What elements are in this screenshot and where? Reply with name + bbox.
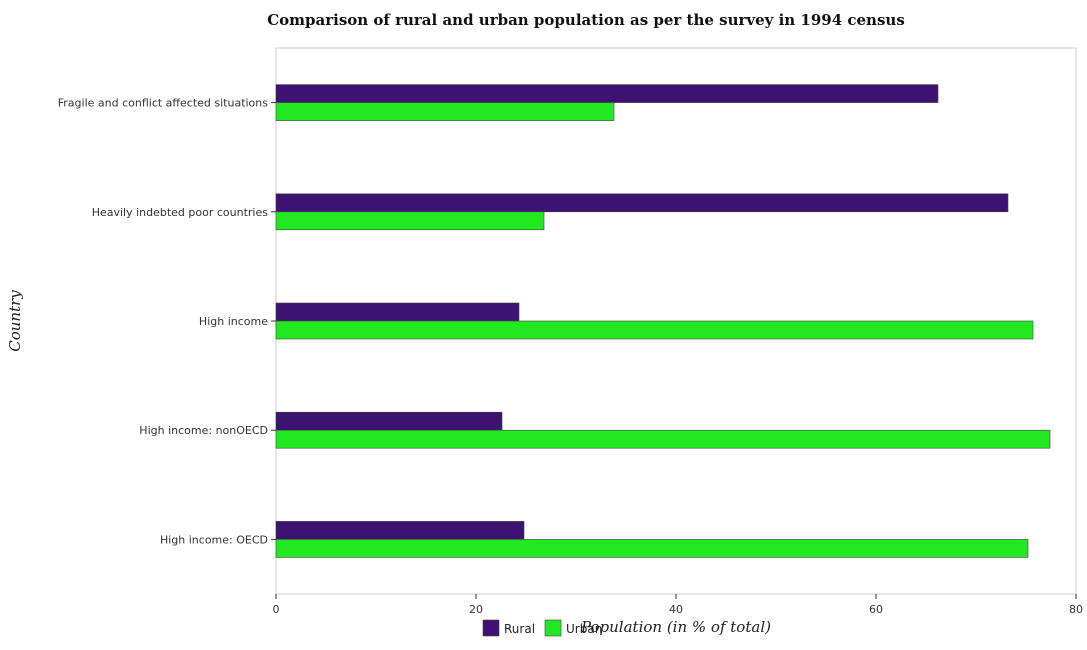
legend-swatch-urban — [544, 619, 562, 637]
bar-rural — [275, 411, 503, 431]
y-tick-label: Heavily indebted poor countries — [92, 206, 269, 219]
plot-area — [275, 47, 1077, 595]
bar-urban — [275, 211, 545, 231]
y-tick-label: High income: OECD — [160, 533, 268, 546]
x-tick-label: 40 — [669, 603, 683, 616]
bar-rural — [275, 193, 1009, 213]
bar-urban — [275, 539, 1029, 558]
legend-swatch-rural — [482, 619, 500, 637]
legend-label-urban: Urban — [566, 622, 602, 636]
x-axis-label: Population (in % of total) — [580, 618, 771, 636]
x-tick-label: 80 — [1069, 603, 1083, 616]
y-axis-label: Country — [6, 290, 24, 352]
y-tick-label: High income — [199, 315, 268, 328]
bar-rural — [275, 84, 939, 103]
y-tick-label: High income: nonOECD — [139, 424, 268, 437]
bar-urban — [275, 320, 1034, 340]
legend: Rural Urban — [482, 619, 602, 637]
bar-urban — [275, 102, 615, 121]
bar-urban — [275, 429, 1051, 449]
legend-label-rural: Rural — [504, 622, 535, 636]
x-tick-label: 0 — [273, 603, 280, 616]
y-tick-label: Fragile and conflict affected situations — [58, 97, 269, 110]
chart-title: Comparison of rural and urban population… — [267, 11, 905, 29]
bar-rural — [275, 521, 525, 540]
bar-rural — [275, 302, 520, 322]
x-tick-label: 20 — [469, 603, 483, 616]
x-tick-label: 60 — [869, 603, 883, 616]
